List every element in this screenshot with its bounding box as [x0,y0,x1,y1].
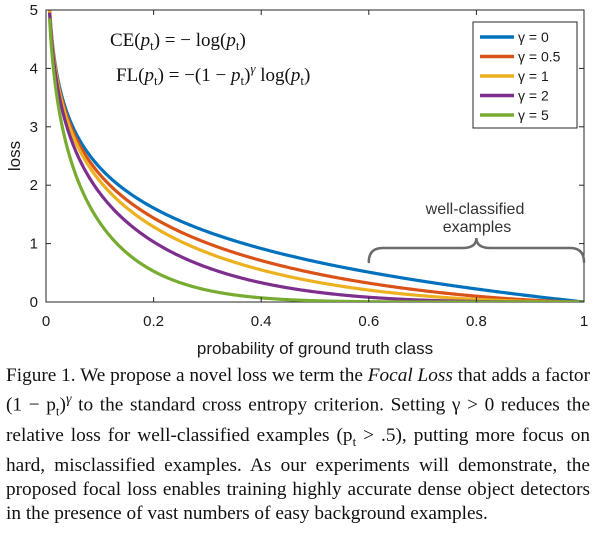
caption-text-3: that adds a factor (1 − p [6,365,590,416]
caption-text-5: ) [59,394,66,416]
legend: γ = 0 γ = 0.5 γ = 1 γ = 2 γ = 5 [480,29,561,123]
chart-canvas: 0 0.2 0.4 0.6 0.8 1 0 1 2 3 4 5 probability of gro… [5,2,588,358]
caption-sub-t-2: t [352,433,357,449]
legend-label-4: γ = 5 [518,107,549,123]
annotation-line-2: examples [443,219,511,236]
x-tick-label-1: 0.2 [143,313,164,330]
y-tick-label-2: 2 [30,177,38,194]
x-tick-label-0: 0 [42,313,50,330]
y-tick-label-5: 5 [30,2,38,19]
x-axis-ticks: 0 0.2 0.4 0.6 0.8 1 [42,10,588,330]
y-axis-label: loss [5,141,24,171]
y-axis-ticks: 0 1 2 3 4 5 [30,2,584,311]
legend-label-1: γ = 0.5 [518,49,561,65]
y-tick-label-3: 3 [30,119,38,136]
legend-label-2: γ = 1 [518,68,549,84]
x-tick-label-3: 0.6 [358,313,379,330]
x-axis-label: probability of ground truth class [197,339,433,358]
y-tick-label-4: 4 [30,60,38,77]
x-tick-label-5: 1 [580,313,588,330]
caption-sup-gamma: γ [65,392,72,408]
caption-focal-loss: Focal Loss [367,365,453,386]
caption-text-1: Figure 1. We propose a novel loss we ter… [6,365,368,386]
series-line-0 [48,10,584,302]
x-tick-label-4: 0.8 [466,313,487,330]
caption-text-7: to the standard cross entropy criterion.… [6,394,591,446]
legend-label-3: γ = 2 [518,88,549,104]
figure-caption: Figure 1. We propose a novel loss we ter… [6,364,590,526]
y-tick-label-1: 1 [30,236,38,253]
annotation-brace [367,237,586,264]
y-tick-label-0: 0 [30,294,38,311]
fl-equation: FL(pt) = −(1 − pt)γ log(pt) [116,61,310,88]
focal-loss-chart: 0 0.2 0.4 0.6 0.8 1 0 1 2 3 4 5 probability of gro… [5,2,588,358]
caption-text-9: > .5), putting more focus on hard, miscl… [6,424,591,525]
curves-group [47,10,584,302]
series-line-4 [47,18,584,302]
series-line-1 [47,10,584,302]
caption-sub-t: t [55,403,60,419]
legend-label-0: γ = 0 [518,29,549,45]
ce-equation: CE(pt) = − log(pt) [110,30,246,53]
x-tick-label-2: 0.4 [251,313,272,330]
annotation-line-1: well-classified [425,201,525,218]
